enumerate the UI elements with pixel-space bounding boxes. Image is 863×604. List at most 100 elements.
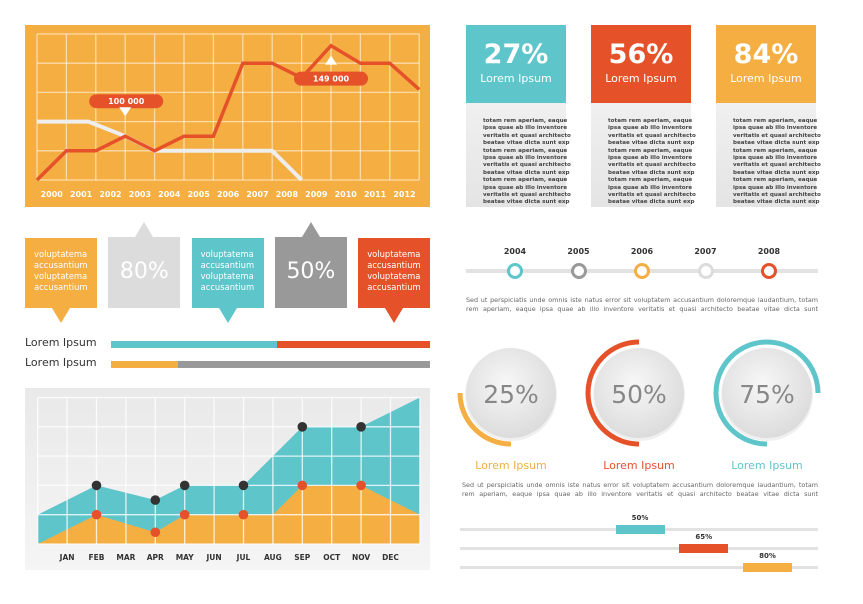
stat-card-percent: 27%: [483, 39, 549, 70]
progress-disc: [594, 348, 684, 438]
teal-series-point: [356, 422, 366, 432]
x-tick-label: FEB: [89, 553, 105, 562]
split-bar-segment: [276, 341, 430, 348]
pointer-up-icon: [135, 222, 154, 237]
x-tick-label: JAN: [59, 553, 75, 562]
monthly-area-chart: JAN FEB MAR APR MAY JUN JUL AUG SEP OCT NOV DEC: [25, 388, 430, 570]
stat-card-body-text: totam rem aperiam, eaque ipsa quae ab il…: [716, 103, 821, 207]
speech-box-text: voluptatema accusantium voluptatema accu…: [191, 238, 264, 308]
timeline-paragraph: Sed ut perspiciatis unde omnis iste natu…: [466, 296, 818, 313]
pointer-up-icon: [301, 222, 320, 237]
timeline-node: [697, 263, 714, 279]
timeline-year: 2008: [757, 247, 781, 256]
x-tick-label: 2011: [364, 190, 387, 199]
progress-value: 50%: [631, 514, 649, 522]
chart-background: [25, 25, 430, 207]
progress-arc: [585, 339, 640, 447]
stat-card-label: Lorem Ipsum: [730, 72, 802, 85]
timeline-year: 2006: [630, 247, 654, 256]
x-tick-label: OCT: [323, 553, 341, 562]
stat-card-body-text: totam rem aperiam, eaque ipsa quae ab il…: [591, 103, 696, 207]
timeline-node: [507, 263, 523, 279]
orange-series-point: [91, 509, 102, 520]
x-tick-label: 2002: [99, 190, 121, 199]
x-tick-label: APR: [147, 553, 164, 562]
speech-box-text: voluptatema accusantium voluptatema accu…: [25, 238, 97, 308]
pointer-down-icon: [218, 308, 237, 323]
stat-card-body-text: totam rem aperiam, eaque ipsa quae ab il…: [466, 103, 571, 207]
pointer-down-icon: [385, 308, 404, 323]
speech-box-text: voluptatema accusantium voluptatema accu…: [358, 238, 431, 308]
progress-percent: 75%: [739, 380, 795, 409]
progress-disc: [466, 348, 556, 438]
x-tick-label: 2012: [393, 190, 415, 199]
annotation-label: 100 000: [108, 97, 145, 106]
orange-series-point: [150, 527, 161, 538]
x-tick-label: 2006: [217, 190, 240, 199]
split-bar-segment: [111, 360, 178, 368]
teal-series-point: [238, 480, 249, 491]
timeline-node: [570, 263, 587, 279]
timeline-node: [761, 263, 777, 279]
speech-box-percent: 80%: [108, 237, 181, 308]
split-bar-segment: [111, 341, 277, 348]
red-series-line: [35, 43, 421, 182]
speech-box-percent: 50%: [274, 237, 347, 308]
stat-card-header: 84% Lorem Ipsum: [716, 25, 816, 103]
orange-series-point: [356, 480, 366, 491]
orange-series-point: [179, 509, 190, 520]
timeline-year: 2007: [694, 247, 717, 256]
stat-card-percent: 56%: [608, 39, 674, 70]
timeline-year: 2005: [567, 247, 590, 256]
x-tick-label: 2004: [158, 190, 181, 199]
split-bar-label: Lorem Ipsum: [25, 336, 97, 349]
progress-track: [460, 546, 818, 550]
orange-series-point: [297, 480, 308, 491]
progress-track: [460, 565, 818, 569]
x-tick-label: JUN: [206, 553, 222, 562]
progress-marker: [615, 524, 665, 534]
progress-ring: 25%: [457, 348, 557, 447]
x-tick-label: 2001: [70, 190, 93, 199]
x-tick-label: 2000: [41, 190, 64, 199]
progress-percent: 25%: [483, 380, 539, 409]
teal-series-point: [179, 480, 190, 491]
timeline-year: 2004: [503, 247, 527, 256]
progress-label: Lorem Ipsum: [731, 459, 803, 472]
x-tick-label: 2008: [276, 190, 299, 199]
timeline-node: [634, 263, 650, 279]
x-tick-label: 2003: [129, 190, 151, 199]
x-tick-label: 2007: [246, 190, 268, 199]
progress-disc: [722, 348, 812, 438]
teal-series-point: [297, 422, 308, 432]
progress-ring: 50%: [585, 339, 685, 447]
progress-marker: [679, 543, 729, 553]
progress-value: 65%: [695, 533, 713, 541]
progress-ring: 75%: [713, 339, 821, 447]
x-tick-label: AUG: [264, 553, 282, 562]
progress-value: 80%: [759, 552, 776, 560]
x-tick-label: MAR: [116, 553, 135, 562]
progress-label: Lorem Ipsum: [603, 459, 675, 472]
teal-series-point: [150, 495, 161, 505]
pointer-down-icon: [119, 107, 132, 117]
progress-marker: [743, 562, 792, 572]
x-tick-label: 2005: [188, 190, 211, 199]
annotation-label: 149 000: [313, 75, 350, 84]
annotation-pill: [294, 71, 368, 86]
x-tick-label: JUL: [236, 553, 251, 562]
progress-arc: [713, 339, 821, 447]
yearly-line-chart: 2000 2001 2002 2003 2004 2005 2006 2007 2008 2009…: [25, 25, 430, 207]
x-tick-label: 2009: [305, 190, 328, 199]
annotation-pill: [89, 94, 164, 109]
stat-card-label: Lorem Ipsum: [605, 72, 677, 85]
progress-label: Lorem Ipsum: [475, 459, 547, 472]
stat-card-percent: 84%: [733, 39, 799, 70]
x-tick-label: NOV: [352, 553, 370, 562]
x-tick-label: SEP: [294, 553, 311, 562]
stat-card-header: 56% Lorem Ipsum: [591, 25, 691, 103]
x-tick-label: DEC: [382, 553, 399, 562]
x-tick-label: 2010: [335, 190, 358, 199]
progress-arc: [457, 392, 512, 447]
circles-paragraph: Sed ut perspiciatis unde omnis iste natu…: [462, 481, 818, 498]
